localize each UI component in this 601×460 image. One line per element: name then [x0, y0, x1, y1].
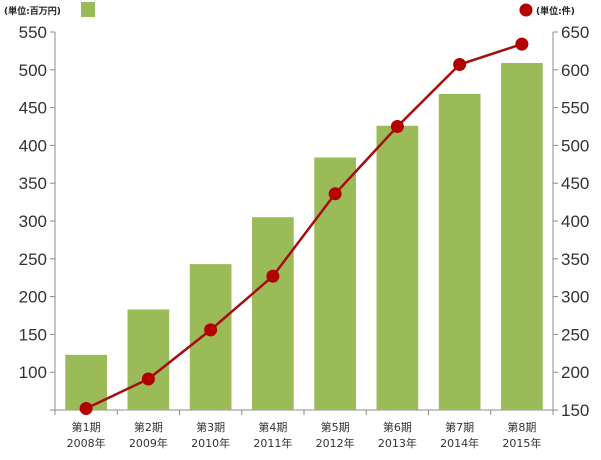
right-tick-label: 500	[561, 136, 589, 155]
left-tick-label: 250	[19, 250, 47, 269]
axes: 100 150 200 250 300 350 400 450 500 550 150 200 250 3…	[19, 23, 590, 420]
category-label-period: 第4期	[258, 420, 287, 434]
right-tick-label: 450	[561, 174, 589, 193]
left-tick-label: 150	[19, 325, 47, 344]
right-tick-label: 600	[561, 61, 589, 80]
category-label-year: 2009年	[129, 436, 168, 450]
legend-left-unit: (単位:百万円)	[4, 5, 61, 17]
left-tick-label: 100	[19, 363, 47, 382]
right-tick-label: 650	[561, 23, 589, 42]
left-tick-label: 350	[19, 174, 47, 193]
category-label-period: 第2期	[134, 420, 163, 434]
left-tick-label: 400	[19, 136, 47, 155]
line-marker	[266, 269, 280, 283]
line-marker	[328, 187, 342, 201]
bar	[501, 62, 543, 410]
right-tick-label: 200	[561, 363, 589, 382]
line-series	[79, 37, 529, 415]
right-tick-label: 400	[561, 212, 589, 231]
right-tick-label: 550	[561, 99, 589, 118]
category-labels: 第1期 2008年 第2期 2009年 第3期 2010年 第4期 2011年 第5期 2012年…	[67, 420, 542, 450]
left-tick-label: 500	[19, 61, 47, 80]
category-label-period: 第3期	[196, 420, 225, 434]
right-tick-label: 350	[561, 250, 589, 269]
category-label-year: 2013年	[378, 436, 417, 450]
line-marker	[453, 58, 467, 72]
bar	[189, 264, 232, 410]
line-marker	[141, 372, 155, 386]
category-label-year: 2010年	[191, 436, 230, 450]
legend-line-marker	[519, 3, 533, 17]
legend-left: (単位:百万円)	[4, 2, 95, 17]
line-marker	[79, 401, 93, 415]
left-tick-label: 450	[19, 99, 47, 118]
left-tick-label: 200	[19, 288, 47, 307]
category-label-year: 2012年	[316, 436, 355, 450]
left-tick-label: 550	[19, 23, 47, 42]
line-marker	[204, 323, 218, 337]
right-tick-label: 250	[561, 325, 589, 344]
bar	[252, 217, 294, 410]
line-marker	[515, 37, 529, 51]
right-tick-label: 300	[561, 288, 589, 307]
right-tick-label: 150	[561, 401, 589, 420]
legend-right-unit: (単位:件)	[536, 5, 575, 17]
legend-right: (単位:件)	[519, 3, 575, 17]
line-marker	[390, 120, 404, 133]
bar	[376, 125, 419, 410]
category-label-period: 第6期	[383, 420, 412, 434]
category-label-year: 2015年	[502, 436, 541, 450]
left-tick-label: 300	[19, 212, 47, 231]
line-path	[85, 42, 523, 410]
bar-series	[65, 62, 543, 410]
legend-bar-swatch	[81, 2, 95, 17]
bar	[438, 93, 481, 410]
category-label-period: 第5期	[321, 420, 350, 434]
category-label-period: 第8期	[507, 420, 536, 434]
category-label-period: 第1期	[72, 420, 101, 434]
category-label-year: 2014年	[440, 436, 479, 450]
category-label-year: 2011年	[253, 436, 292, 450]
bar	[127, 309, 170, 410]
category-label-period: 第7期	[445, 420, 474, 434]
category-label-year: 2008年	[67, 436, 106, 450]
